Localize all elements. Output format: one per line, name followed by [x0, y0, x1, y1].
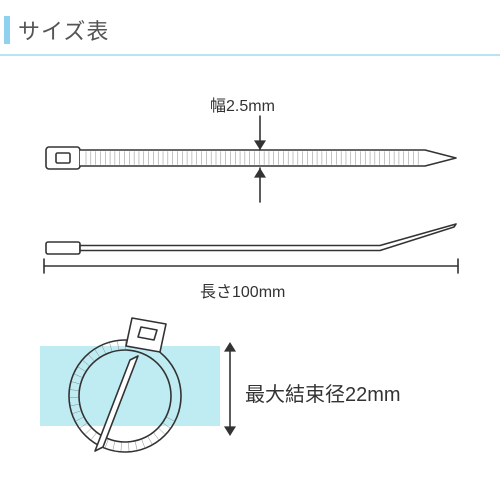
title-bar: サイズ表	[0, 0, 500, 52]
diagram-svg	[0, 56, 500, 496]
title-text: サイズ表	[18, 14, 109, 46]
title-accent-bar	[4, 16, 10, 44]
diagram-area: 幅2.5mm 長さ100mm 最大結束径22mm	[0, 56, 500, 496]
diameter-label: 最大結束径22mm	[245, 378, 401, 407]
width-label: 幅2.5mm	[210, 92, 275, 116]
length-label: 長さ100mm	[200, 278, 285, 302]
